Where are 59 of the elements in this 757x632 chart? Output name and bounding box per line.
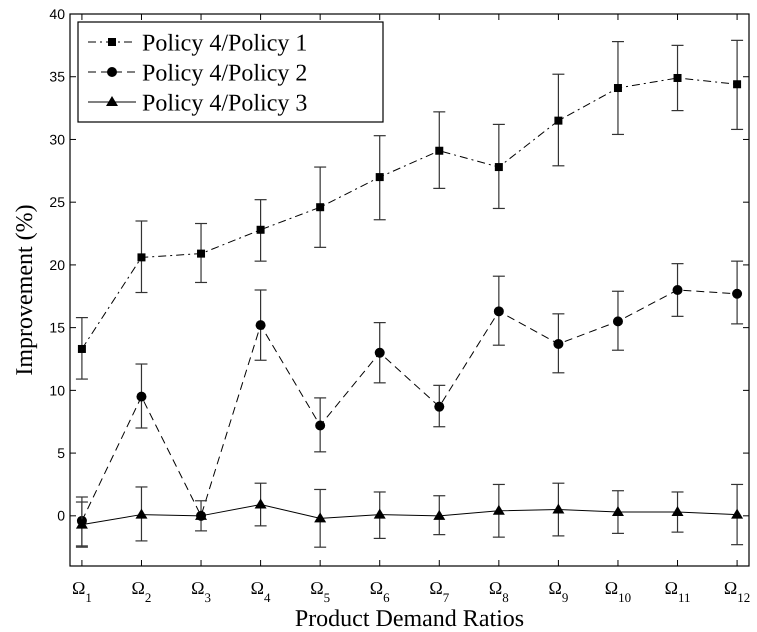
point	[492, 504, 505, 515]
y-tick-label: 0	[57, 508, 66, 524]
y-tick-label: 40	[49, 6, 66, 22]
point	[433, 510, 446, 520]
point	[137, 253, 146, 262]
x-tick-label: Ω$_{10}$	[604, 578, 632, 604]
y-tick-label: 30	[49, 131, 66, 148]
point	[672, 285, 683, 295]
y-axis-title: Improvement (%)	[12, 204, 38, 376]
point	[197, 250, 206, 258]
x-tick-label: Ω$_{7}$	[429, 578, 450, 604]
point	[76, 518, 88, 529]
point	[135, 508, 148, 519]
legend-label: Policy 4/Policy 2	[142, 60, 308, 86]
x-tick-label: Ω$_{6}$	[370, 578, 390, 604]
x-tick-label: Ω$_{11}$	[664, 578, 690, 604]
x-tick-label: Ω$_{12}$	[724, 578, 750, 604]
y-tick-label: 25	[49, 194, 66, 210]
x-tick-label: Ω$_{2}$	[132, 578, 152, 604]
point	[314, 512, 326, 522]
point	[374, 348, 385, 358]
point	[315, 420, 326, 430]
point	[731, 508, 744, 519]
x-tick-label: Ω$_{1}$	[72, 578, 92, 604]
point	[672, 506, 684, 516]
x-tick-label: Ω$_{8}$	[488, 578, 509, 604]
point	[733, 80, 742, 88]
point	[434, 402, 444, 412]
point	[612, 506, 624, 516]
point	[612, 316, 623, 326]
point	[316, 203, 324, 212]
point	[136, 392, 146, 402]
point	[552, 504, 564, 514]
point	[256, 226, 265, 234]
x-axis-title: Product Demand Ratios	[294, 606, 524, 632]
point	[435, 146, 444, 155]
point	[256, 320, 266, 330]
point	[614, 84, 622, 92]
point	[553, 338, 564, 349]
y-tick-label: 15	[49, 320, 66, 336]
y-tick-label: 5	[57, 444, 66, 461]
point	[374, 508, 386, 519]
x-tick-label: Ω$_{3}$	[191, 578, 211, 604]
legend-label: Policy 4/Policy 1	[142, 30, 308, 56]
point	[674, 74, 682, 82]
x-tick-label: Ω$_{9}$	[548, 578, 568, 604]
y-tick-label: 10	[49, 382, 66, 398]
point	[376, 173, 384, 182]
y-tick-label: 35	[49, 68, 66, 85]
point	[78, 344, 86, 353]
point	[554, 116, 562, 125]
x-tick-label: Ω$_{4}$	[250, 578, 272, 604]
legend-label: Policy 4/Policy 3	[142, 90, 308, 116]
y-tick-label: 20	[49, 256, 66, 273]
point	[494, 163, 503, 172]
point	[254, 498, 267, 509]
x-tick-label: Ω$_{5}$	[310, 578, 330, 604]
point	[732, 288, 742, 299]
point	[494, 306, 504, 316]
